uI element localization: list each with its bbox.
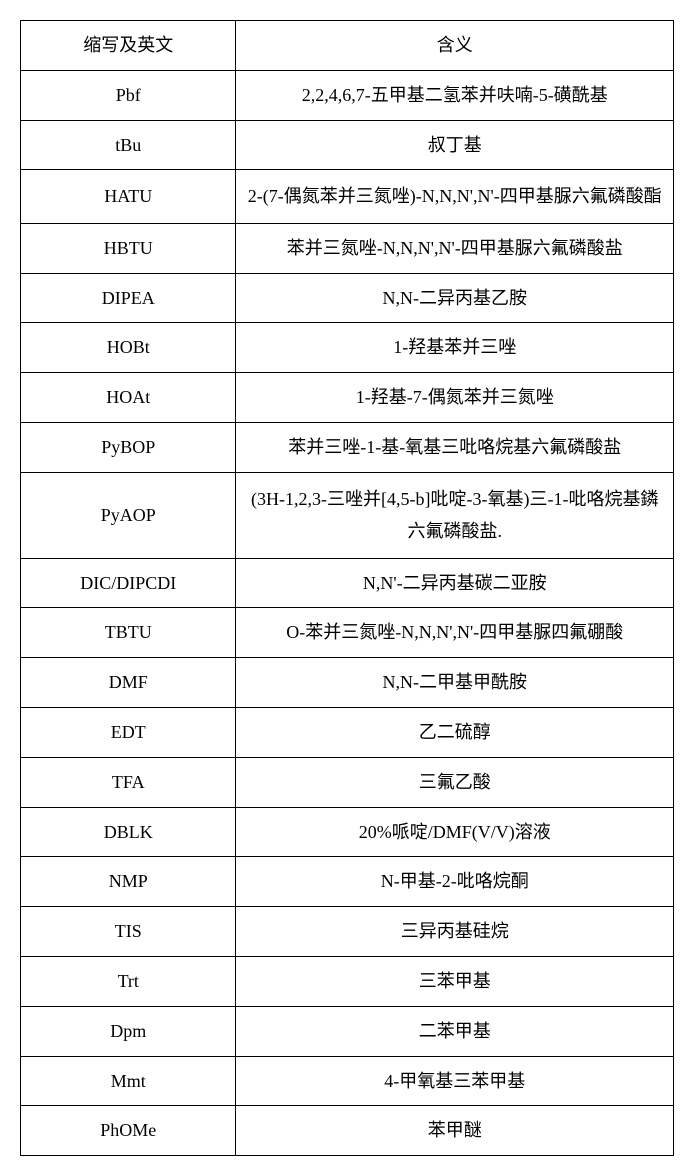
- table-row: PyAOP(3H-1,2,3-三唑并[4,5-b]吡啶-3-氧基)三-1-吡咯烷…: [21, 472, 674, 558]
- table-row: PyBOP苯并三唑-1-基-氧基三吡咯烷基六氟磷酸盐: [21, 422, 674, 472]
- header-abbr: 缩写及英文: [21, 21, 236, 71]
- table-row: Mmt4-甲氧基三苯甲基: [21, 1056, 674, 1106]
- cell-abbr: Dpm: [21, 1006, 236, 1056]
- cell-meaning: N,N'-二异丙基碳二亚胺: [236, 558, 674, 608]
- table-row: DIC/DIPCDIN,N'-二异丙基碳二亚胺: [21, 558, 674, 608]
- cell-meaning: N,N-二异丙基乙胺: [236, 273, 674, 323]
- table-body: 缩写及英文 含义 Pbf2,2,4,6,7-五甲基二氢苯并呋喃-5-磺酰基tBu…: [21, 21, 674, 1156]
- cell-abbr: DIPEA: [21, 273, 236, 323]
- table-row: DBLK20%哌啶/DMF(V/V)溶液: [21, 807, 674, 857]
- cell-meaning: O-苯并三氮唑-N,N,N',N'-四甲基脲四氟硼酸: [236, 608, 674, 658]
- cell-abbr: HOBt: [21, 323, 236, 373]
- cell-meaning: 4-甲氧基三苯甲基: [236, 1056, 674, 1106]
- cell-meaning: 1-羟基苯并三唑: [236, 323, 674, 373]
- cell-abbr: TIS: [21, 907, 236, 957]
- cell-meaning: 1-羟基-7-偶氮苯并三氮唑: [236, 373, 674, 423]
- cell-meaning: 2-(7-偶氮苯并三氮唑)-N,N,N',N'-四甲基脲六氟磷酸酯: [236, 170, 674, 223]
- table-row: Pbf2,2,4,6,7-五甲基二氢苯并呋喃-5-磺酰基: [21, 70, 674, 120]
- cell-abbr: EDT: [21, 707, 236, 757]
- table-row: tBu叔丁基: [21, 120, 674, 170]
- cell-meaning: 叔丁基: [236, 120, 674, 170]
- table-row: HOAt1-羟基-7-偶氮苯并三氮唑: [21, 373, 674, 423]
- cell-meaning: N-甲基-2-吡咯烷酮: [236, 857, 674, 907]
- table-row: TBTUO-苯并三氮唑-N,N,N',N'-四甲基脲四氟硼酸: [21, 608, 674, 658]
- cell-meaning: 2,2,4,6,7-五甲基二氢苯并呋喃-5-磺酰基: [236, 70, 674, 120]
- cell-meaning: 三苯甲基: [236, 956, 674, 1006]
- table-row: Dpm二苯甲基: [21, 1006, 674, 1056]
- cell-meaning: 20%哌啶/DMF(V/V)溶液: [236, 807, 674, 857]
- cell-abbr: Pbf: [21, 70, 236, 120]
- cell-meaning: 苯并三氮唑-N,N,N',N'-四甲基脲六氟磷酸盐: [236, 223, 674, 273]
- cell-meaning: 三异丙基硅烷: [236, 907, 674, 957]
- table-row: HOBt1-羟基苯并三唑: [21, 323, 674, 373]
- abbreviation-table-container: 缩写及英文 含义 Pbf2,2,4,6,7-五甲基二氢苯并呋喃-5-磺酰基tBu…: [20, 20, 674, 1156]
- cell-meaning: 三氟乙酸: [236, 757, 674, 807]
- table-row: EDT乙二硫醇: [21, 707, 674, 757]
- abbreviation-table: 缩写及英文 含义 Pbf2,2,4,6,7-五甲基二氢苯并呋喃-5-磺酰基tBu…: [20, 20, 674, 1156]
- table-row: DMFN,N-二甲基甲酰胺: [21, 658, 674, 708]
- cell-meaning: 乙二硫醇: [236, 707, 674, 757]
- cell-abbr: PhOMe: [21, 1106, 236, 1156]
- cell-abbr: DIC/DIPCDI: [21, 558, 236, 608]
- cell-meaning: 苯并三唑-1-基-氧基三吡咯烷基六氟磷酸盐: [236, 422, 674, 472]
- cell-abbr: PyAOP: [21, 472, 236, 558]
- cell-meaning: 苯甲醚: [236, 1106, 674, 1156]
- table-row: NMPN-甲基-2-吡咯烷酮: [21, 857, 674, 907]
- cell-abbr: PyBOP: [21, 422, 236, 472]
- table-header-row: 缩写及英文 含义: [21, 21, 674, 71]
- cell-abbr: Mmt: [21, 1056, 236, 1106]
- cell-meaning: (3H-1,2,3-三唑并[4,5-b]吡啶-3-氧基)三-1-吡咯烷基鏻六氟磷…: [236, 472, 674, 558]
- table-row: HATU2-(7-偶氮苯并三氮唑)-N,N,N',N'-四甲基脲六氟磷酸酯: [21, 170, 674, 223]
- cell-meaning: 二苯甲基: [236, 1006, 674, 1056]
- table-row: TFA三氟乙酸: [21, 757, 674, 807]
- cell-meaning: N,N-二甲基甲酰胺: [236, 658, 674, 708]
- cell-abbr: HATU: [21, 170, 236, 223]
- table-row: DIPEAN,N-二异丙基乙胺: [21, 273, 674, 323]
- cell-abbr: DMF: [21, 658, 236, 708]
- cell-abbr: DBLK: [21, 807, 236, 857]
- cell-abbr: NMP: [21, 857, 236, 907]
- cell-abbr: TBTU: [21, 608, 236, 658]
- table-row: PhOMe苯甲醚: [21, 1106, 674, 1156]
- cell-abbr: HOAt: [21, 373, 236, 423]
- cell-abbr: Trt: [21, 956, 236, 1006]
- table-row: TIS三异丙基硅烷: [21, 907, 674, 957]
- cell-abbr: HBTU: [21, 223, 236, 273]
- table-row: HBTU苯并三氮唑-N,N,N',N'-四甲基脲六氟磷酸盐: [21, 223, 674, 273]
- cell-abbr: TFA: [21, 757, 236, 807]
- table-row: Trt三苯甲基: [21, 956, 674, 1006]
- header-meaning: 含义: [236, 21, 674, 71]
- cell-abbr: tBu: [21, 120, 236, 170]
